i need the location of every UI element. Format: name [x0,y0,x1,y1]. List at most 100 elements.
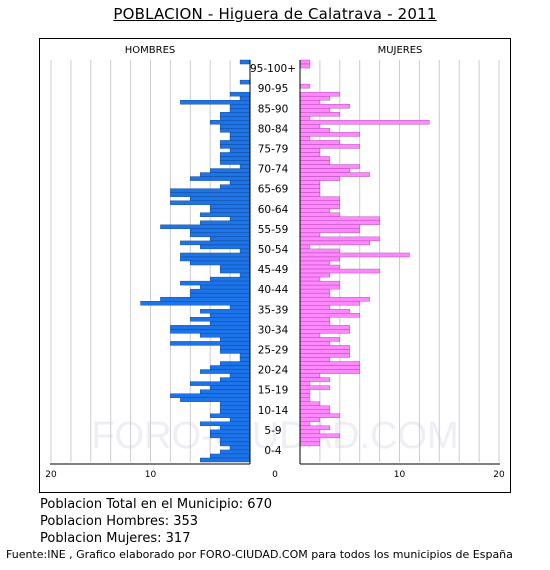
men-bar [190,176,251,181]
men-bar [229,216,251,221]
men-bar [190,317,251,322]
men-bar [229,305,251,310]
women-bar [299,288,331,294]
women-bar [299,212,340,217]
women-bar [299,164,360,169]
women-bar [299,264,340,270]
women-bar [299,140,340,145]
men-bar [200,284,251,290]
age-group-label: 35-39 [258,304,289,316]
source-note: Fuente:INE , Grafico elaborado por FORO-… [6,548,513,561]
men-bar [239,248,251,254]
women-bar [299,377,331,382]
women-bar [299,272,331,278]
age-group-label: 15-19 [258,385,289,397]
age-group-label: 45-49 [258,264,289,276]
watermark: FORO-CIUDAD.COM [91,415,458,457]
men-bar [209,321,251,326]
women-bar [299,341,331,346]
men-bar [229,108,251,113]
women-bar [299,132,360,137]
age-group-label: 10-14 [258,405,289,417]
age-group-label: 90-95 [258,83,289,95]
women-side-label: MUJERES [378,45,423,56]
men-bar [219,437,251,443]
women-bar [299,91,340,97]
women-bar [299,417,321,422]
men-bar [209,204,251,209]
women-bar [299,240,370,246]
men-bar [209,365,251,370]
women-bar [299,220,380,226]
men-bar [239,95,251,101]
men-bar [209,168,251,173]
total-population: Poblacion Total en el Municipio: 670 [40,497,273,512]
women-bar [299,268,380,274]
men-side-label: HOMBRES [125,45,176,56]
women-bar [299,59,311,65]
age-group-label: 95-100+ [250,63,296,75]
women-bar [299,124,321,129]
women-bar [299,136,311,141]
age-group-label: 60-64 [258,204,289,216]
men-bar [219,409,251,414]
women-bar [299,192,321,197]
men-bar [219,152,251,157]
women-bar [299,148,321,153]
men-bar [219,425,251,431]
women-bar [299,325,350,330]
men-bar [219,349,251,354]
population-pyramid-chart: FORO-CIUDAD.COM 95-100+ 90-95 85-90 80-84 75… [45,45,505,480]
men-bar [229,136,251,141]
men-bar [209,453,251,459]
chart-title: POBLACION - Higuera de Calatrava - 2011 [113,5,437,23]
women-bar [299,256,340,262]
men-bar [170,188,251,193]
men-bar [209,413,251,418]
women-bar [299,104,350,109]
women-bar [299,296,370,302]
men-bar [170,192,251,197]
women-bar [299,309,350,314]
women-bar [299,208,331,213]
women-bar [299,280,340,286]
women-bar [299,381,311,386]
women-bar [299,441,321,447]
men-bar [170,200,251,205]
men-bar [180,256,251,262]
men-bar [229,180,251,185]
men-bar [160,296,251,302]
x-tick-label: 20 [45,470,57,480]
women-bar [299,252,410,258]
men-bar [200,309,251,314]
men-bar [200,421,251,427]
men-bar [239,59,251,65]
men-bar [200,220,251,226]
men-bar [239,272,251,278]
age-group-label: 5-9 [264,425,281,437]
women-bar [299,313,360,318]
men-bar [229,373,251,378]
x-tick-label: 0 [272,470,278,480]
women-bar [299,425,331,431]
women-bar [299,196,340,201]
age-group-label: 40-44 [258,284,289,296]
men-bar [219,184,251,189]
women-bar [299,224,360,230]
men-population: Poblacion Hombres: 353 [40,514,199,529]
women-bar [299,284,340,290]
men-bar [229,91,251,97]
women-bar [299,160,331,165]
men-bar [209,208,251,213]
women-bar [299,204,340,209]
men-bar [239,79,251,85]
grid-lines [50,60,500,462]
men-bar [200,244,251,250]
women-bar [299,337,340,342]
women-bar [299,152,321,157]
women-bar [299,369,360,374]
women-bar [299,120,430,125]
men-bar [180,99,251,105]
men-bar [209,236,251,242]
women-bar [299,144,360,149]
